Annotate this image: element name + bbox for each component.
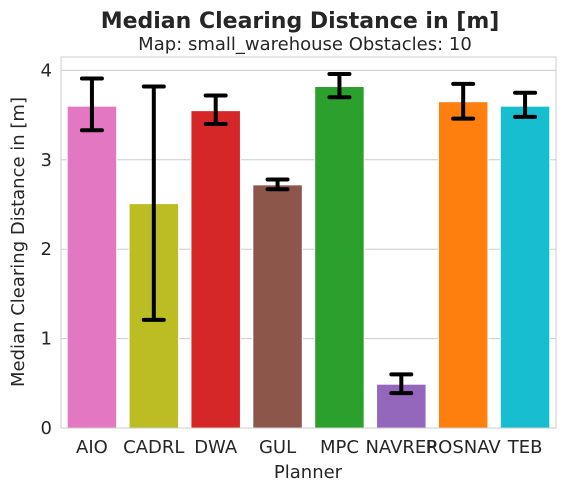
y-tick-label-4: 4 (41, 60, 52, 81)
bar-dwa (190, 110, 241, 429)
x-tick-label-dwa: DWA (194, 437, 238, 458)
y-tick-label-0: 0 (41, 418, 52, 439)
y-axis-label: Median Clearing Distance in [m] (8, 97, 29, 387)
bar-mpc (314, 86, 365, 429)
bar-teb (499, 105, 551, 429)
bar-gul (252, 184, 303, 429)
x-axis-label: Planner (274, 462, 343, 483)
y-tick-label-2: 2 (41, 239, 52, 260)
x-tick-label-aio: AIO (76, 437, 108, 458)
x-tick-label-navrep: NAVREP (365, 437, 437, 458)
error-bars-group (79, 71, 538, 396)
plot-frame (60, 56, 557, 429)
bar-rosnav (437, 101, 489, 429)
y-tick-label-3: 3 (41, 150, 52, 171)
chart-title: Median Clearing Distance in [m] (101, 9, 500, 34)
x-tick-label-rosnav: ROSNAV (426, 437, 502, 458)
y-tick-label-1: 1 (41, 329, 52, 350)
chart-subtitle: Map: small_warehouse Obstacles: 10 (138, 34, 472, 55)
x-tick-label-mpc: MPC (320, 437, 359, 458)
y-tick-labels: 0 1 2 3 4 (41, 60, 52, 439)
bar-aio (66, 105, 118, 429)
x-tick-label-gul: GUL (259, 437, 296, 458)
x-tick-label-teb: TEB (507, 437, 543, 458)
x-tick-label-cadrl: CADRL (123, 437, 184, 458)
